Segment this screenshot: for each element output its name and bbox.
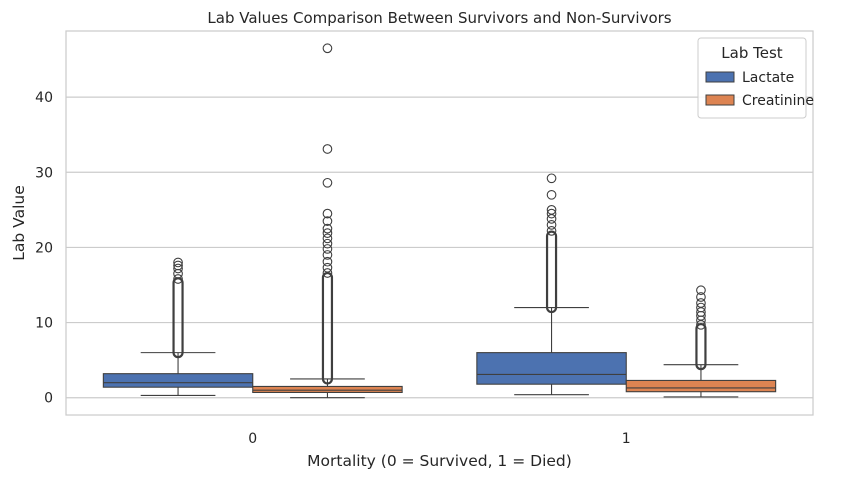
chart-title: Lab Values Comparison Between Survivors …	[207, 9, 671, 27]
iqr-box	[476, 352, 627, 385]
x-tick-label: 1	[622, 431, 631, 447]
outlier-point	[322, 233, 333, 244]
outlier-point	[546, 173, 557, 184]
outlier-point	[546, 226, 557, 236]
iqr-box	[252, 385, 403, 394]
legend-label-creatinine: Creatinine	[742, 93, 814, 109]
iqr-box	[102, 373, 254, 388]
legend-swatch-creatinine	[705, 94, 735, 106]
outlier-point	[322, 228, 333, 238]
x-tick-label: 0	[248, 431, 257, 447]
outlier-point	[322, 43, 333, 54]
y-axis-label: Lab Value	[10, 185, 28, 260]
y-tick-label: 0	[44, 391, 53, 407]
y-tick-label: 30	[35, 165, 53, 181]
grid-lines	[66, 96, 813, 399]
outlier-point	[546, 204, 557, 215]
axes-frame	[65, 30, 814, 416]
iqr-box	[625, 379, 777, 393]
y-tick-label: 20	[35, 240, 53, 256]
outlier-point	[322, 250, 333, 260]
legend-swatch-lactate	[705, 71, 735, 83]
outlier-point	[696, 285, 706, 296]
outlier-point	[322, 262, 333, 273]
dense-outliers	[321, 271, 334, 385]
box-lactate-0	[102, 257, 254, 397]
outlier-point	[546, 189, 557, 200]
legend-label-lactate: Lactate	[742, 70, 794, 86]
outlier-point	[322, 144, 333, 154]
outlier-point	[322, 244, 333, 254]
outlier-point	[546, 208, 557, 219]
dense-outliers	[545, 230, 558, 314]
legend: Lab Test Lactate Creatinine	[697, 37, 814, 119]
outlier-point	[322, 256, 333, 267]
outlier-point	[696, 302, 706, 313]
outlier-point	[546, 220, 557, 230]
y-tick-label: 10	[35, 316, 53, 332]
outlier-point	[322, 208, 333, 219]
y-axis-ticks: 0 10 20 30 40	[35, 90, 53, 407]
x-axis-label: Mortality (0 = Survived, 1 = Died)	[307, 452, 572, 470]
box-creatinine-0	[252, 43, 403, 399]
outlier-point	[322, 223, 333, 234]
outlier-point	[322, 268, 333, 278]
box-lactate-1	[476, 173, 627, 396]
legend-title: Lab Test	[721, 44, 782, 62]
outlier-point	[322, 238, 333, 249]
outlier-point	[173, 274, 183, 284]
outlier-point	[173, 260, 183, 271]
y-tick-label: 40	[35, 90, 53, 106]
outlier-point	[322, 177, 333, 188]
outlier-point	[173, 257, 183, 268]
outlier-point	[173, 263, 183, 274]
outlier-point	[696, 298, 706, 308]
outlier-point	[322, 216, 333, 226]
box-creatinine-1	[625, 285, 777, 398]
plot-area	[102, 43, 777, 399]
outlier-point	[696, 292, 706, 302]
